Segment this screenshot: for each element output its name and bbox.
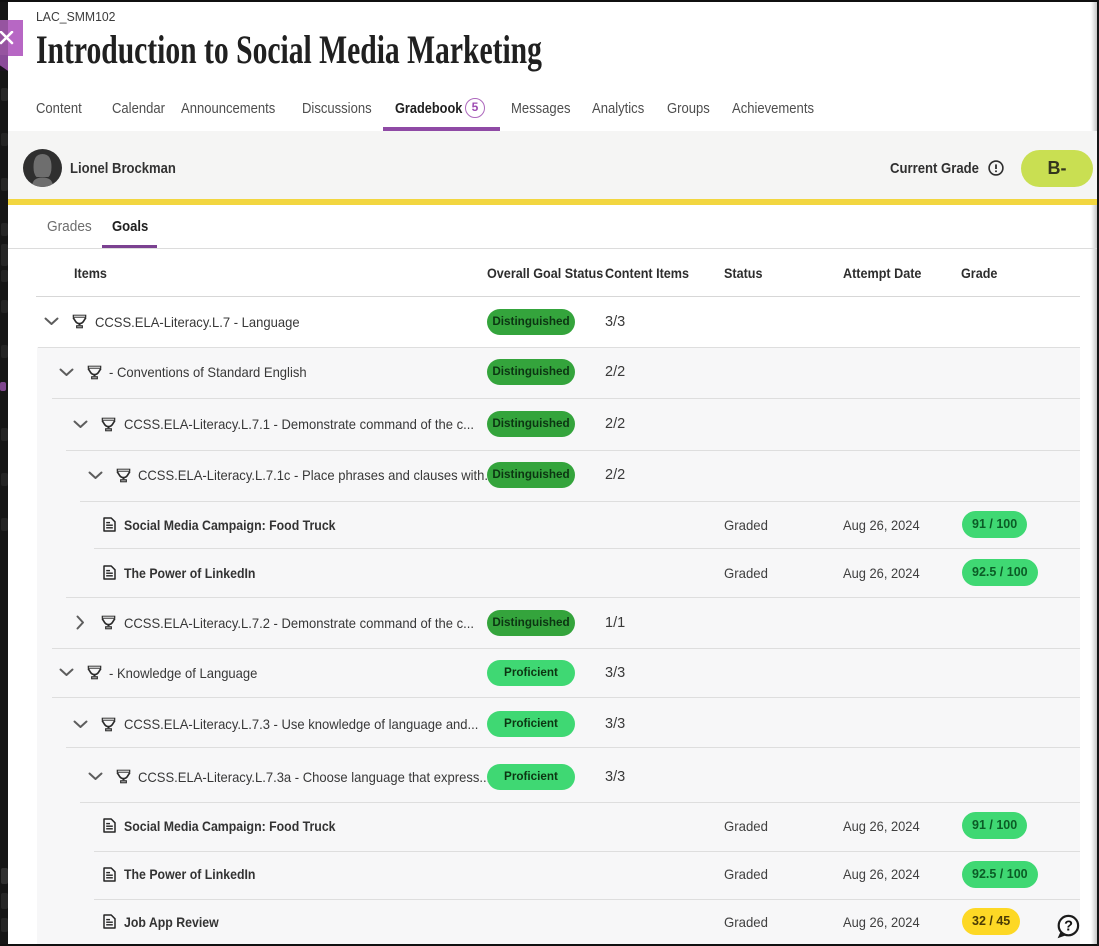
svg-text:?: ? xyxy=(1064,919,1073,935)
